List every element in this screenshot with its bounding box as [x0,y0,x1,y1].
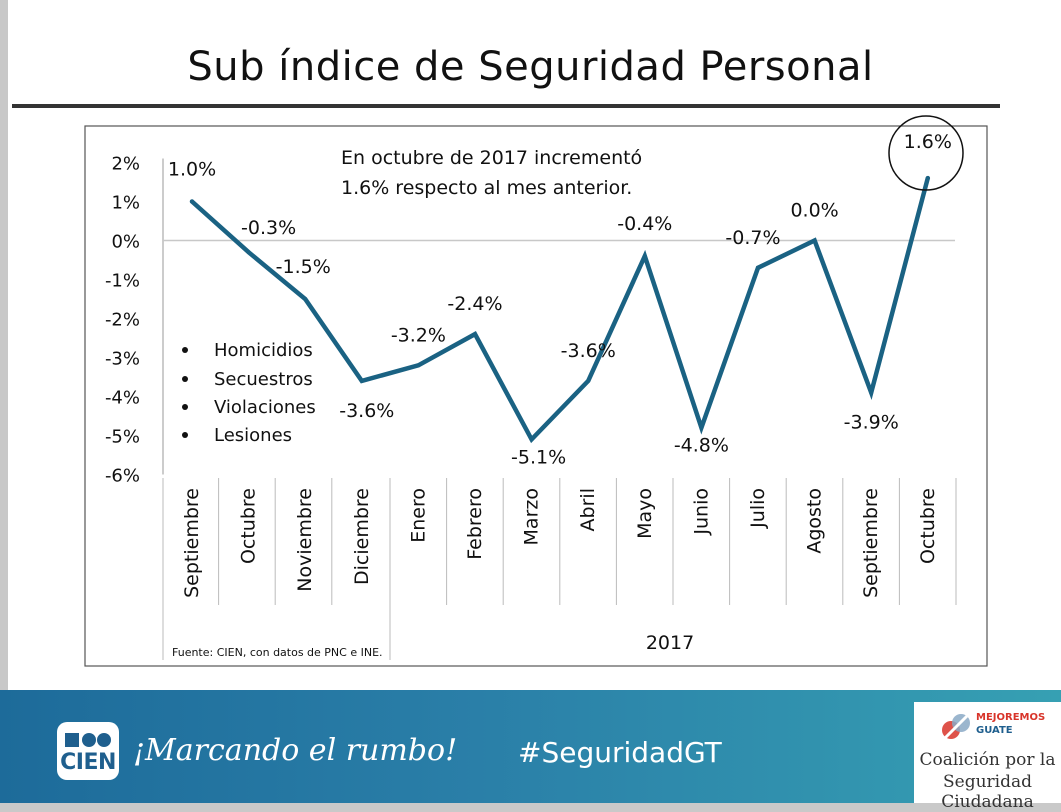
data-label: -3.9% [844,412,899,434]
x-tick-label: Marzo [521,488,543,545]
data-point [869,390,874,395]
y-tick-label: -1% [105,271,140,292]
slogan: ¡Marcando el rumbo! [133,733,458,768]
y-tick-label: 2% [111,154,140,175]
data-label: 0.0% [790,200,838,222]
x-tick-label: Septiembre [860,488,882,598]
data-point [416,363,421,368]
chart-frame [84,125,988,667]
coalition-name-line1: Coalición por la [919,750,1056,770]
cien-logo: CIEN [57,722,119,780]
legend-bullet [182,432,188,438]
y-tick-label: -5% [105,427,140,448]
data-label: -3.6% [339,400,394,422]
annotation-line2: 1.6% respecto al mes anterior. [341,177,632,199]
legend-bullet [182,376,188,382]
series-line [189,175,931,444]
annotation-line1: En octubre de 2017 incrementó [341,147,642,169]
legend-bullet [182,404,188,410]
y-tick-label: -2% [105,310,140,331]
x-tick-label: Noviembre [294,488,316,592]
data-label: -2.4% [447,293,502,315]
data-point [925,176,930,181]
data-point [529,437,534,442]
data-point [473,332,477,337]
x-tick-label: Mayo [634,488,656,539]
y-tick-label: -6% [105,466,140,487]
coalition-brand-line2: GUATE [976,725,1013,736]
cien-logo-icon [65,733,111,747]
data-point [756,265,760,270]
legend-bullet [182,347,188,353]
x-tick-label: Febrero [464,488,486,560]
legend-item: Homicidios [214,340,313,361]
data-label: -0.7% [725,227,780,249]
cien-logo-text: CIEN [60,750,116,775]
data-point [586,378,591,383]
x-tick-label: Diciembre [351,488,373,585]
legend-item: Lesiones [214,425,292,446]
highlight-circle [888,115,964,191]
data-label: -1.5% [276,256,331,278]
data-label: -5.1% [511,446,566,468]
x-tick-label: Abril [577,488,599,531]
mejoremos-guate-icon [942,714,970,740]
x-tick-label: Enero [407,488,429,543]
data-label: -0.3% [241,217,296,239]
x-tick-label: Octubre [238,488,260,564]
legend-item: Violaciones [214,397,316,418]
hashtag: #SeguridadGT [518,736,722,769]
y-tick-label: 1% [111,193,140,214]
data-point [303,297,308,301]
y-tick-label: 0% [111,232,140,253]
x-tick-label: Junio [690,488,712,536]
source-note: Fuente: CIEN, con datos de PNC e INE. [172,646,383,659]
data-point [359,378,364,383]
data-label: 1.0% [168,159,216,181]
legend-item: Secuestros [214,369,313,390]
x-tick-label: Septiembre [181,488,203,598]
data-label: -3.6% [561,340,616,362]
coalition-logo: MEJOREMOS GUATE Coalición por la Segurid… [914,702,1061,812]
data-point [699,425,704,430]
coalition-name-line2: Seguridad Ciudadana [941,772,1034,812]
data-label: -3.2% [391,324,446,346]
coalition-brand-line1: MEJOREMOS [976,712,1046,723]
slide-title: Sub índice de Seguridad Personal [187,44,874,90]
x-group-label: 2017 [646,632,694,654]
data-label: -4.8% [674,435,729,457]
data-point [246,250,251,255]
y-tick-label: -3% [105,349,140,370]
data-label: -0.4% [617,213,672,235]
data-point [812,238,817,243]
x-tick-label: Agosto [804,488,826,554]
data-point [642,254,647,259]
footer-band [0,690,1061,803]
data-point [190,199,194,204]
y-tick-label: -4% [105,388,140,409]
data-label: 1.6% [904,131,952,153]
x-tick-label: Julio [747,488,769,529]
x-tick-label: Octubre [917,488,939,564]
